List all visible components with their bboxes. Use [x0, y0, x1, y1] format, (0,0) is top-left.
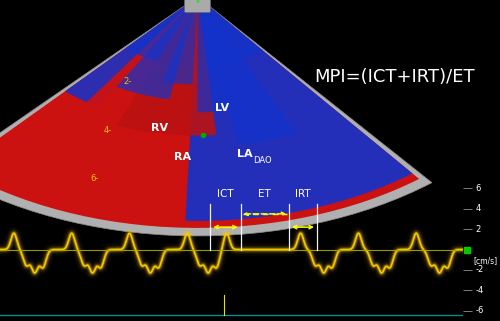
- Text: RA: RA: [174, 152, 191, 162]
- Text: LA: LA: [237, 149, 253, 159]
- Text: IRT: IRT: [295, 188, 311, 199]
- Text: -4: -4: [476, 286, 484, 295]
- Text: 6: 6: [476, 184, 481, 193]
- Wedge shape: [125, 0, 264, 66]
- Text: V: V: [194, 0, 200, 5]
- Text: LV: LV: [216, 102, 230, 113]
- Wedge shape: [65, 0, 198, 107]
- Text: DAO: DAO: [253, 156, 272, 165]
- Wedge shape: [186, 0, 412, 221]
- Wedge shape: [198, 0, 235, 112]
- Text: ET: ET: [258, 188, 271, 199]
- Text: ICT: ICT: [217, 188, 234, 199]
- FancyBboxPatch shape: [184, 0, 210, 13]
- Text: 6-: 6-: [91, 174, 99, 183]
- Text: 4: 4: [476, 204, 481, 213]
- Wedge shape: [0, 0, 432, 236]
- Wedge shape: [162, 0, 198, 84]
- Text: 2: 2: [476, 225, 481, 234]
- Text: -6: -6: [476, 306, 484, 315]
- Text: RV: RV: [152, 123, 168, 134]
- Wedge shape: [40, 0, 198, 177]
- Wedge shape: [116, 0, 216, 135]
- Text: [cm/s]: [cm/s]: [474, 256, 498, 265]
- Wedge shape: [116, 0, 198, 99]
- Wedge shape: [0, 0, 419, 228]
- Text: -2: -2: [476, 265, 484, 274]
- Text: MPI=(ICT+IRT)/ET: MPI=(ICT+IRT)/ET: [314, 68, 476, 86]
- Wedge shape: [198, 0, 296, 145]
- Text: 4-: 4-: [104, 126, 112, 134]
- Text: 2-: 2-: [124, 77, 132, 86]
